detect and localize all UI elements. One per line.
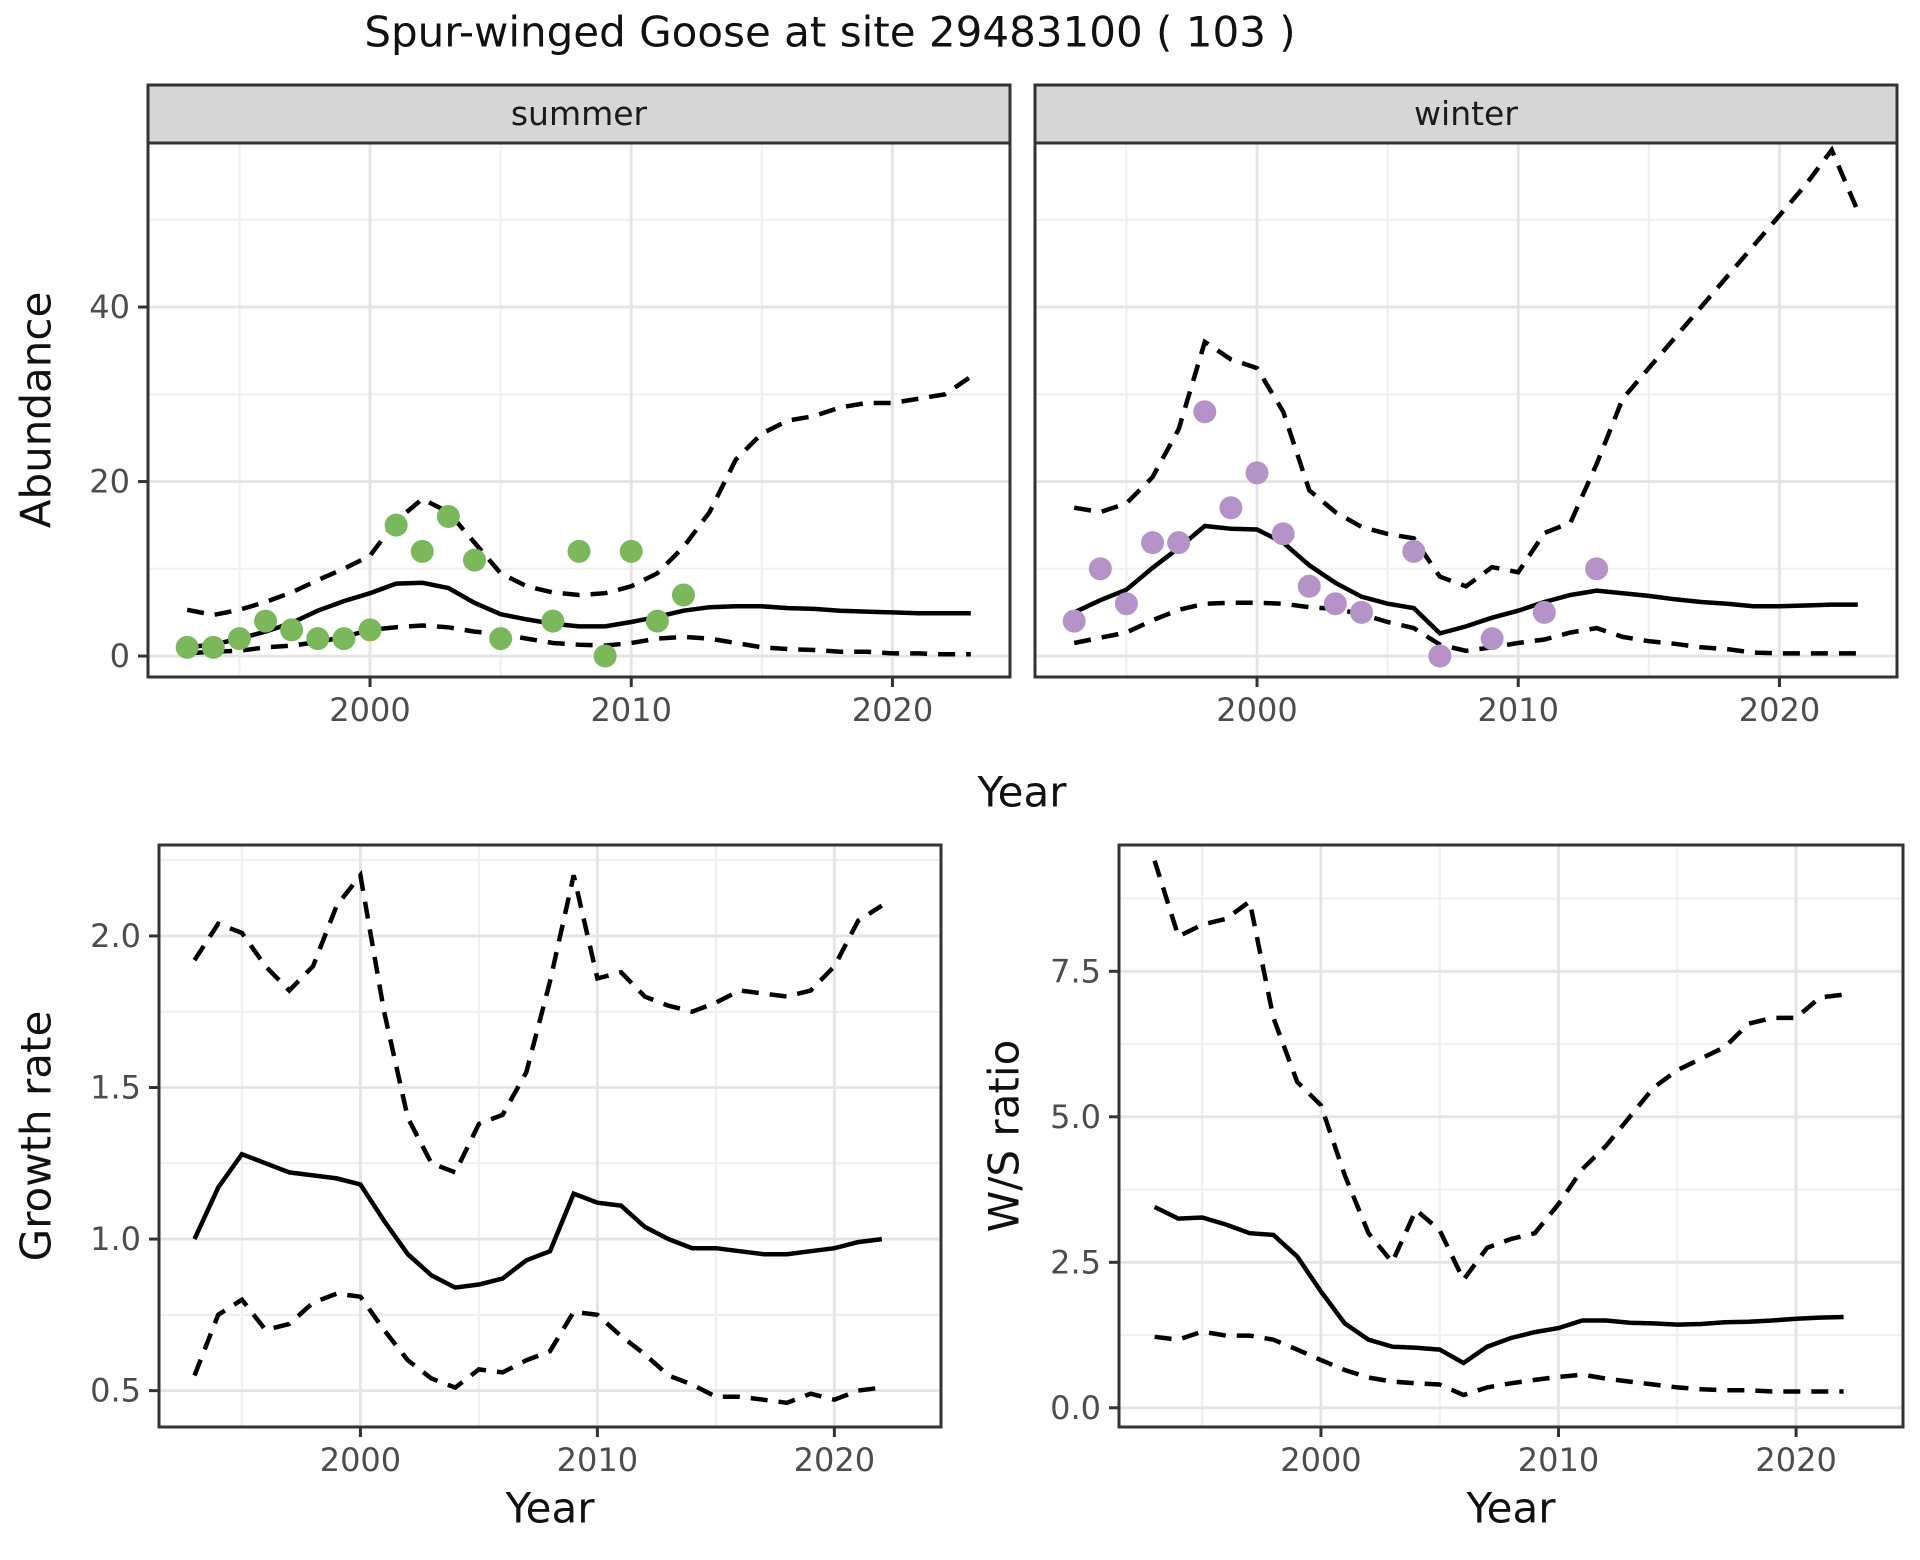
panel-background bbox=[1119, 845, 1903, 1427]
panel-background bbox=[159, 845, 941, 1427]
data-point bbox=[1323, 592, 1347, 616]
panel-growth_rate: 2000 2010 2020 0.5 1.0 1.5 2.0 bbox=[90, 843, 943, 1479]
data-point bbox=[384, 513, 408, 537]
data-point bbox=[410, 539, 434, 563]
facet-strip bbox=[146, 83, 1012, 145]
x-tick-label: 2020 bbox=[1739, 691, 1820, 729]
data-point bbox=[436, 504, 460, 528]
panel-abundance_summer: summer 2000 2010 2020 0 20 40 bbox=[89, 83, 1012, 729]
data-point bbox=[1167, 531, 1191, 555]
y-tick-label: 0.0 bbox=[1050, 1389, 1101, 1427]
panel-border bbox=[157, 843, 943, 1429]
y-tick-label: 0 bbox=[110, 637, 130, 675]
chart-title: Spur-winged Goose at site 29483100 ( 103… bbox=[364, 7, 1296, 57]
series-line-solid bbox=[1153, 1204, 1844, 1366]
y-tick-label: 1.5 bbox=[90, 1069, 141, 1107]
data-point bbox=[306, 627, 330, 651]
data-point bbox=[1350, 600, 1374, 624]
data-point bbox=[567, 539, 591, 563]
series-line-dashed bbox=[187, 623, 971, 657]
data-point bbox=[593, 644, 617, 668]
panel-background bbox=[1035, 143, 1897, 677]
data-point bbox=[1402, 539, 1426, 563]
series-line-dashed bbox=[192, 869, 884, 1176]
data-point bbox=[489, 627, 513, 651]
data-point bbox=[1532, 600, 1556, 624]
facet-strip bbox=[1033, 83, 1899, 145]
top-x-axis-title: Year bbox=[977, 767, 1067, 817]
series-line-dashed bbox=[1154, 1329, 1844, 1398]
data-point bbox=[358, 618, 382, 642]
ws-ratio-y-axis-title: W/S ratio bbox=[979, 1039, 1029, 1233]
panel-ws_ratio: 2000 2010 2020 0.0 2.5 5.0 7.5 bbox=[1050, 843, 1905, 1479]
data-point bbox=[1141, 531, 1165, 555]
series-line-dashed bbox=[186, 374, 973, 618]
panel-border bbox=[1117, 843, 1905, 1429]
x-tick-label: 2020 bbox=[794, 1441, 875, 1479]
data-point bbox=[1114, 592, 1138, 616]
data-point bbox=[463, 548, 487, 572]
growth-rate-y-axis-title: Growth rate bbox=[11, 1010, 61, 1262]
data-point bbox=[1219, 496, 1243, 520]
data-point bbox=[227, 627, 251, 651]
data-point bbox=[671, 583, 695, 607]
data-point bbox=[1480, 627, 1504, 651]
x-tick-label: 2000 bbox=[329, 691, 410, 729]
data-point bbox=[1271, 522, 1295, 546]
series-line-solid bbox=[186, 580, 971, 650]
x-tick-label: 2020 bbox=[1755, 1441, 1836, 1479]
y-tick-label: 1.0 bbox=[90, 1220, 141, 1258]
y-tick-label: 40 bbox=[89, 288, 130, 326]
data-point bbox=[1062, 609, 1086, 633]
facet-strip-label: summer bbox=[511, 94, 648, 133]
x-tick-label: 2000 bbox=[1216, 691, 1297, 729]
data-point bbox=[1245, 461, 1269, 485]
series-line-solid bbox=[192, 1151, 883, 1290]
data-point bbox=[1088, 557, 1112, 581]
data-point bbox=[1585, 557, 1609, 581]
series-line-dashed bbox=[1073, 600, 1858, 656]
data-point bbox=[201, 635, 225, 659]
growth-rate-x-axis-title: Year bbox=[505, 1483, 595, 1533]
panel-background bbox=[148, 143, 1010, 677]
y-tick-label: 2.5 bbox=[1050, 1243, 1101, 1281]
facet-strip-label: winter bbox=[1414, 94, 1518, 133]
ws-ratio-x-axis-title: Year bbox=[1466, 1483, 1556, 1533]
data-point bbox=[280, 618, 304, 642]
x-tick-label: 2000 bbox=[320, 1441, 401, 1479]
data-point bbox=[1297, 574, 1321, 598]
y-tick-label: 2.0 bbox=[90, 917, 141, 955]
series-line-dashed bbox=[1073, 145, 1860, 589]
x-tick-label: 2010 bbox=[557, 1441, 638, 1479]
series-line-dashed bbox=[192, 1291, 883, 1406]
data-point bbox=[254, 609, 278, 633]
y-tick-label: 7.5 bbox=[1050, 952, 1101, 990]
panel-abundance_winter: winter 2000 2010 2020 bbox=[1033, 83, 1899, 729]
x-tick-label: 2010 bbox=[1518, 1441, 1599, 1479]
series-line-solid bbox=[1073, 523, 1858, 636]
data-point bbox=[645, 609, 669, 633]
data-point bbox=[1428, 644, 1452, 668]
x-tick-label: 2010 bbox=[1478, 691, 1559, 729]
data-point bbox=[175, 635, 199, 659]
x-tick-label: 2000 bbox=[1280, 1441, 1361, 1479]
data-point bbox=[1193, 400, 1217, 424]
x-tick-label: 2020 bbox=[852, 691, 933, 729]
x-tick-label: 2010 bbox=[591, 691, 672, 729]
y-tick-label: 20 bbox=[89, 463, 130, 501]
y-tick-label: 5.0 bbox=[1050, 1098, 1101, 1136]
abundance-y-axis-title: Abundance bbox=[11, 291, 61, 529]
data-point bbox=[541, 609, 565, 633]
data-point bbox=[619, 539, 643, 563]
y-tick-label: 0.5 bbox=[90, 1372, 141, 1410]
data-point bbox=[332, 627, 356, 651]
series-line-dashed bbox=[1152, 860, 1844, 1285]
